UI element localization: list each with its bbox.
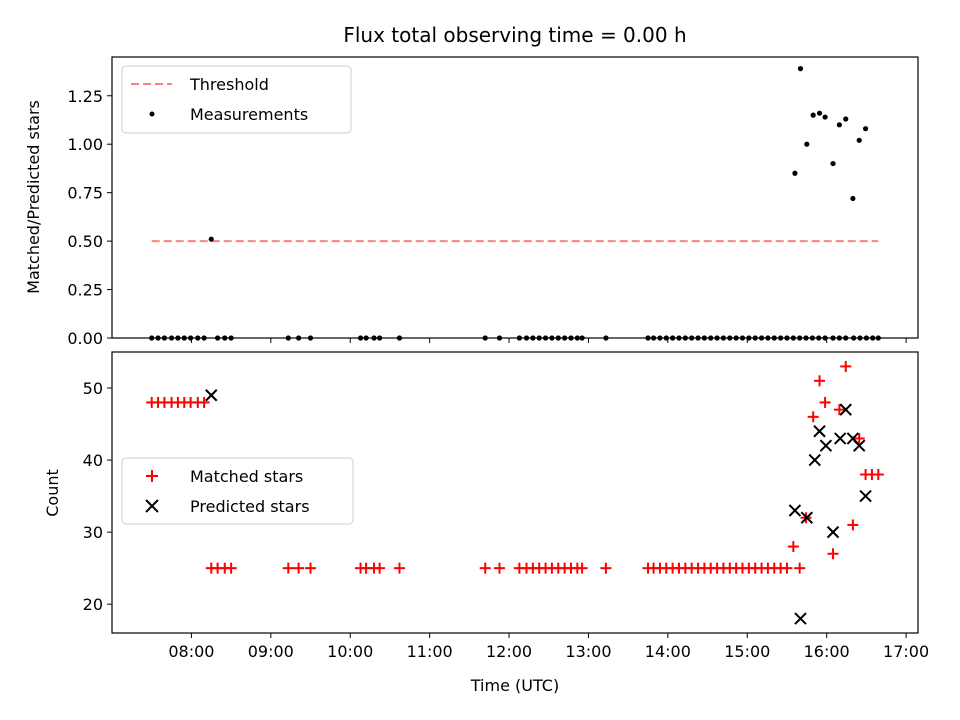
bottom-x-tick-label: 08:00 — [168, 642, 214, 661]
predicted-star-point — [853, 439, 866, 452]
predicted-star-point — [794, 612, 807, 625]
matched-star-point — [494, 562, 506, 574]
top-y-tick-label: 0.25 — [67, 281, 103, 300]
measurement-point — [797, 66, 804, 72]
legend-label-threshold: Threshold — [189, 75, 269, 94]
predicted-star-point — [788, 504, 802, 517]
measurement-point — [816, 110, 823, 116]
top-y-tick-label: 0.00 — [67, 329, 103, 348]
bottom-x-tick-label: 14:00 — [645, 642, 691, 661]
bottom-panel: 20 30 40 50 08:00 09:00 10:00 11:00 12:00 13:00 1… — [43, 351, 929, 695]
bottom-axes-frame — [111, 351, 919, 634]
top-legend[interactable]: Threshold Measurements — [121, 65, 352, 134]
matched-star-point — [847, 519, 859, 531]
measurement-point — [822, 114, 828, 120]
bottom-y-tick-label: 20 — [83, 595, 103, 614]
top-y-tick-label: 0.75 — [67, 184, 103, 203]
predicted-star-point — [205, 389, 218, 402]
bottom-legend-box — [121, 457, 354, 525]
bottom-y-tick-label: 30 — [83, 523, 103, 542]
matched-star-point — [807, 411, 819, 423]
matched-star-point — [853, 432, 865, 444]
predicted-star-point — [826, 525, 840, 539]
top-y-axis-label: Matched/Predicted stars — [24, 100, 43, 294]
predicted-star-point — [833, 432, 847, 445]
top-axes-frame — [111, 56, 919, 339]
bottom-y-axis-label: Count — [43, 469, 62, 517]
bottom-legend[interactable]: Matched stars Predicted stars — [121, 457, 354, 525]
predicted-legend-swatch — [145, 499, 159, 513]
x-axis-label: Time (UTC) — [470, 676, 559, 695]
measurement-point — [804, 141, 810, 147]
matched-star-point — [787, 541, 799, 553]
matched-star-point — [833, 404, 845, 416]
predicted-star-point — [839, 403, 852, 416]
bottom-x-tick-label: 15:00 — [724, 642, 770, 661]
chart-title: Flux total observing time = 0.00 h — [343, 23, 686, 47]
measurement-point — [792, 170, 798, 176]
predicted-star-point — [819, 439, 833, 452]
matched-star-point — [600, 562, 612, 574]
bottom-x-tick-label: 12:00 — [486, 642, 532, 661]
measurement-point — [856, 137, 862, 143]
predicted-star-point — [808, 453, 821, 467]
matched-star-point — [819, 396, 831, 408]
bottom-x-tick-label: 13:00 — [565, 642, 611, 661]
predicted-star-point — [813, 425, 826, 438]
top-y-tick-label: 1.00 — [67, 135, 103, 154]
bottom-marks — [146, 360, 884, 625]
matched-star-point — [198, 396, 210, 408]
bottom-x-tick-label: 10:00 — [327, 642, 373, 661]
matched-star-point — [393, 562, 405, 574]
measurements-legend-swatch — [149, 111, 155, 117]
matched-star-point — [781, 562, 793, 574]
matched-legend-swatch — [146, 470, 158, 482]
bottom-x-ticks: 08:00 09:00 10:00 11:00 12:00 13:00 14:00 15:00… — [168, 633, 929, 661]
measurement-point — [862, 126, 869, 132]
top-panel: 0.00 0.25 0.50 0.75 1.00 1.25 Matched/Predict… — [24, 56, 919, 348]
bottom-x-tick-label: 16:00 — [804, 642, 850, 661]
matched-star-point — [479, 562, 491, 574]
top-x-ticks — [190, 338, 907, 343]
bottom-y-ticks: 20 30 40 50 — [83, 379, 112, 614]
measurement-point — [830, 160, 836, 167]
matched-star-point — [225, 562, 237, 574]
legend-label-predicted: Predicted stars — [190, 497, 310, 516]
bottom-y-tick-label: 40 — [83, 451, 103, 470]
bottom-y-tick-label: 50 — [83, 379, 103, 398]
top-y-tick-label: 0.50 — [67, 232, 103, 251]
measurement-point — [843, 116, 849, 122]
matched-star-point — [374, 562, 386, 574]
matched-star-point — [872, 468, 884, 480]
matched-star-point — [293, 562, 305, 574]
top-y-ticks: 0.00 0.25 0.50 0.75 1.00 1.25 — [67, 87, 112, 348]
measurement-point — [836, 122, 842, 128]
matched-star-point — [827, 548, 839, 560]
matched-star-point — [840, 360, 852, 372]
legend-label-measurements: Measurements — [190, 105, 308, 124]
matched-star-point — [282, 562, 294, 574]
bottom-x-tick-label: 17:00 — [883, 642, 929, 661]
measurement-point — [850, 195, 856, 202]
predicted-star-point — [800, 511, 814, 524]
matched-star-point — [576, 562, 588, 574]
legend-label-matched: Matched stars — [190, 467, 303, 486]
bottom-x-tick-label: 09:00 — [248, 642, 294, 661]
measurement-point — [208, 236, 214, 242]
predicted-star-point — [859, 489, 872, 503]
matched-star-point — [814, 375, 826, 387]
top-y-tick-label: 1.25 — [67, 87, 103, 106]
bottom-x-tick-label: 11:00 — [407, 642, 453, 661]
measurement-point — [810, 112, 816, 118]
matched-star-point — [305, 562, 317, 574]
top-legend-box — [121, 65, 352, 134]
matched-star-point — [794, 562, 806, 574]
